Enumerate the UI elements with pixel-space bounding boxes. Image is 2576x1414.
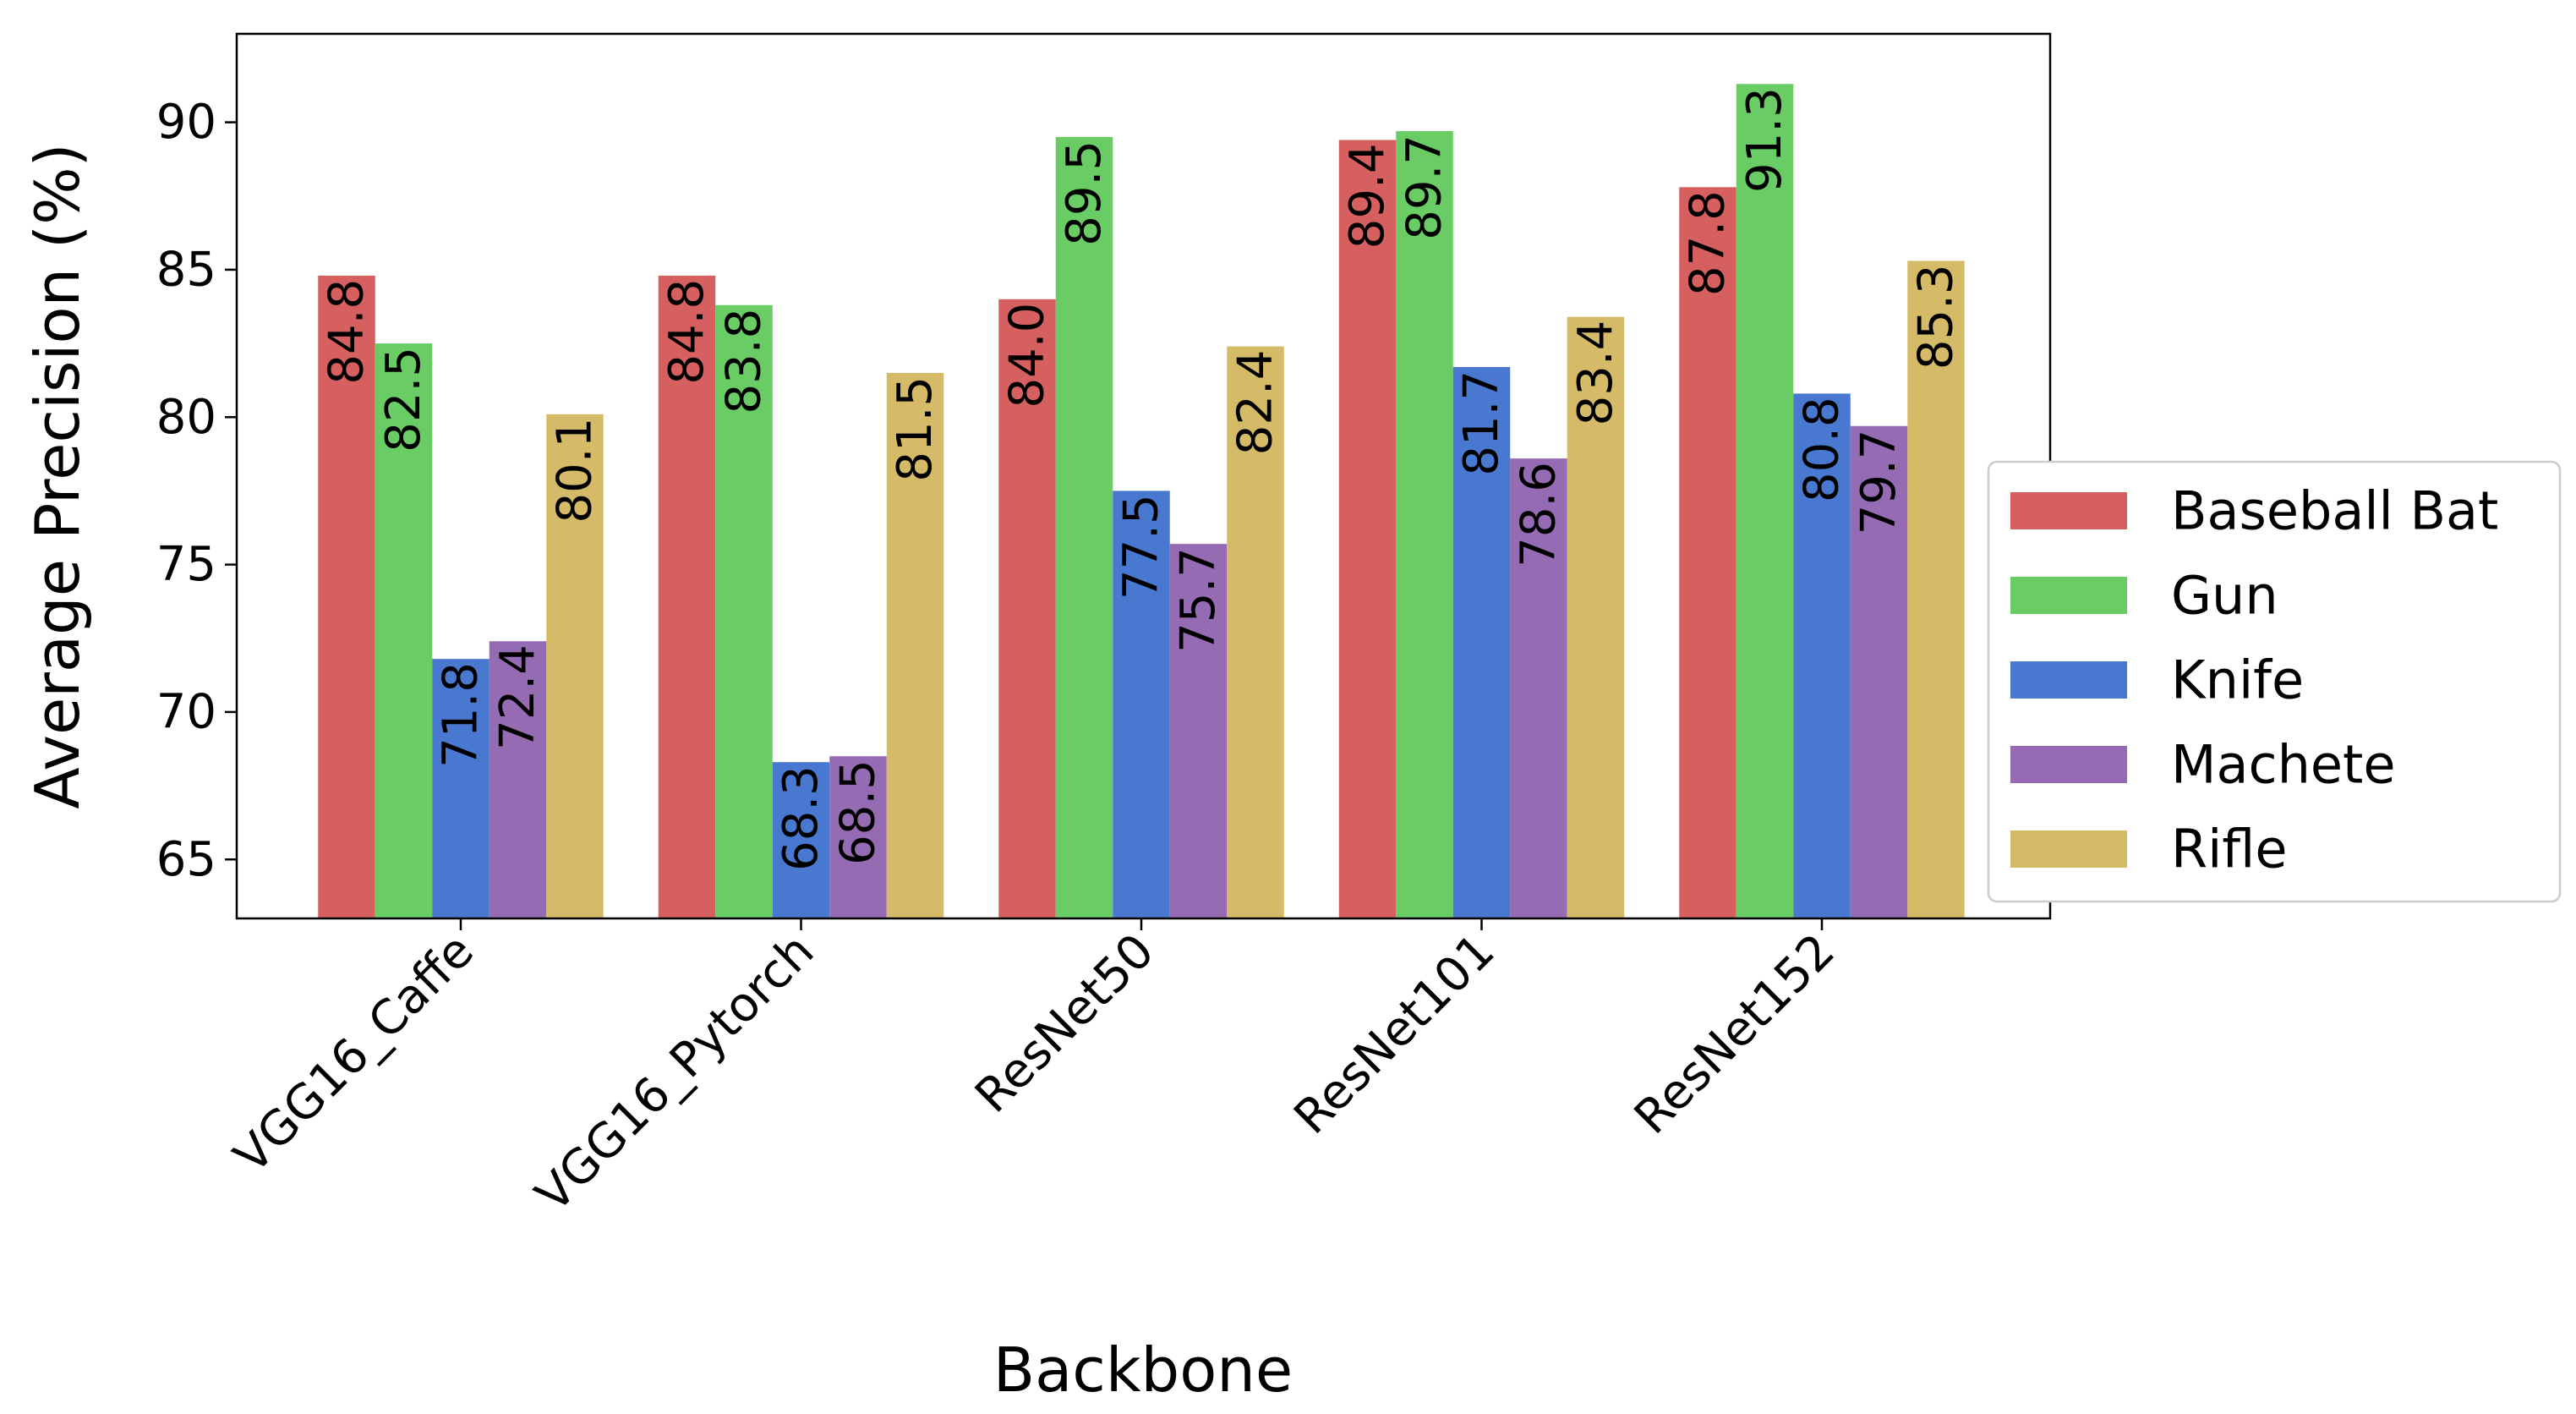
bar-value-label: 79.7 bbox=[1851, 430, 1906, 535]
bar-baseball-bat-resnet101 bbox=[1338, 140, 1397, 918]
bar-value-label: 77.5 bbox=[1114, 494, 1169, 600]
bar-gun-resnet101 bbox=[1396, 131, 1453, 918]
y-tick-label: 65 bbox=[156, 832, 216, 887]
bar-value-label: 68.3 bbox=[774, 765, 829, 871]
bar-value-label: 89.7 bbox=[1397, 134, 1452, 240]
legend-label: Knife bbox=[2171, 649, 2304, 711]
legend-swatch-machete bbox=[2010, 746, 2127, 783]
legend-label: Machete bbox=[2171, 734, 2395, 796]
bar-value-label: 72.4 bbox=[490, 644, 545, 750]
bar-knife-resnet101 bbox=[1452, 366, 1511, 918]
bar-baseball-bat-vgg16_pytorch bbox=[658, 275, 716, 918]
bar-machete-resnet101 bbox=[1510, 458, 1567, 918]
bar-value-label: 80.1 bbox=[548, 418, 603, 523]
bar-knife-vgg16_caffe bbox=[432, 659, 489, 918]
bar-value-label: 84.0 bbox=[1000, 303, 1055, 408]
y-tick-label: 70 bbox=[156, 684, 216, 739]
x-tick-label: ResNet152 bbox=[1624, 923, 1846, 1145]
x-tick-label: ResNet101 bbox=[1284, 923, 1506, 1145]
bar-machete-vgg16_pytorch bbox=[829, 756, 887, 918]
legend-swatch-baseball-bat bbox=[2010, 492, 2127, 529]
bar-baseball-bat-vgg16_caffe bbox=[318, 275, 375, 918]
legend-swatch-rifle bbox=[2010, 830, 2127, 868]
legend: Baseball Bat Gun Knife Machete Rifle bbox=[1987, 460, 2562, 903]
legend-label: Rifle bbox=[2171, 819, 2288, 880]
bar-gun-resnet152 bbox=[1736, 84, 1794, 919]
bar-rifle-vgg16_caffe bbox=[546, 414, 604, 918]
legend-box bbox=[1987, 460, 2562, 903]
bar-rifle-resnet152 bbox=[1907, 260, 1965, 918]
y-tick-label: 85 bbox=[156, 242, 216, 297]
bar-value-label: 83.8 bbox=[717, 309, 772, 414]
bar-baseball-bat-resnet152 bbox=[1679, 187, 1736, 919]
bar-machete-vgg16_caffe bbox=[489, 641, 547, 918]
x-axis: VGG16_Caffe VGG16_Pytorch ResNet50 ResNet10… bbox=[224, 918, 1846, 1223]
bar-value-label: 82.5 bbox=[376, 347, 431, 452]
bar-gun-resnet50 bbox=[1055, 137, 1113, 919]
y-tick-label: 80 bbox=[156, 390, 216, 445]
bar-value-label: 87.8 bbox=[1681, 190, 1736, 296]
bar-value-label: 68.5 bbox=[831, 759, 886, 865]
x-tick-label: ResNet50 bbox=[965, 923, 1165, 1124]
bar-rifle-resnet101 bbox=[1567, 316, 1625, 919]
bars-layer: 84.8 84.8 84.0 89.4 87.8 82.5 83.8 89.5 89.7 91.3… bbox=[318, 84, 1965, 919]
bar-gun-vgg16_caffe bbox=[375, 343, 433, 919]
legend-swatch-gun bbox=[2010, 577, 2127, 614]
bar-value-label: 84.8 bbox=[659, 279, 714, 385]
y-tick-label: 90 bbox=[156, 95, 216, 150]
bar-value-label: 80.8 bbox=[1795, 397, 1850, 502]
bar-value-label: 85.3 bbox=[1909, 264, 1964, 370]
x-tick-label: VGG16_Caffe bbox=[224, 923, 484, 1184]
y-axis: 65 70 75 80 85 90 bbox=[156, 95, 237, 887]
bar-value-label: 71.8 bbox=[434, 662, 489, 768]
y-axis-title: Average Precision (%) bbox=[22, 143, 93, 808]
bar-value-label: 84.8 bbox=[320, 279, 375, 385]
bar-value-label: 91.3 bbox=[1737, 87, 1792, 193]
bar-value-label: 83.4 bbox=[1568, 321, 1623, 426]
bar-value-label: 89.5 bbox=[1057, 140, 1112, 246]
bar-value-label: 81.7 bbox=[1454, 370, 1509, 476]
bar-knife-resnet152 bbox=[1793, 393, 1851, 919]
bar-gun-vgg16_pytorch bbox=[715, 304, 773, 919]
bar-machete-resnet152 bbox=[1850, 425, 1908, 918]
bar-knife-vgg16_pytorch bbox=[772, 762, 830, 918]
bar-value-label: 82.4 bbox=[1228, 350, 1283, 456]
bar-value-label: 78.6 bbox=[1512, 462, 1567, 567]
bar-rifle-resnet50 bbox=[1227, 346, 1284, 918]
x-axis-title: Backbone bbox=[993, 1335, 1293, 1406]
bar-baseball-bat-resnet50 bbox=[998, 299, 1056, 918]
legend-label: Baseball Bat bbox=[2171, 480, 2498, 542]
bar-value-label: 81.5 bbox=[888, 376, 943, 482]
x-tick-label: VGG16_Pytorch bbox=[525, 923, 824, 1223]
legend-swatch-knife bbox=[2010, 661, 2127, 699]
bar-value-label: 89.4 bbox=[1340, 144, 1395, 249]
bar-rifle-vgg16_pytorch bbox=[886, 372, 944, 918]
bar-value-label: 75.7 bbox=[1171, 547, 1226, 653]
bar-knife-resnet50 bbox=[1113, 491, 1170, 918]
legend-label: Gun bbox=[2171, 565, 2278, 627]
y-tick-label: 75 bbox=[156, 537, 216, 592]
bar-machete-resnet50 bbox=[1169, 544, 1228, 918]
